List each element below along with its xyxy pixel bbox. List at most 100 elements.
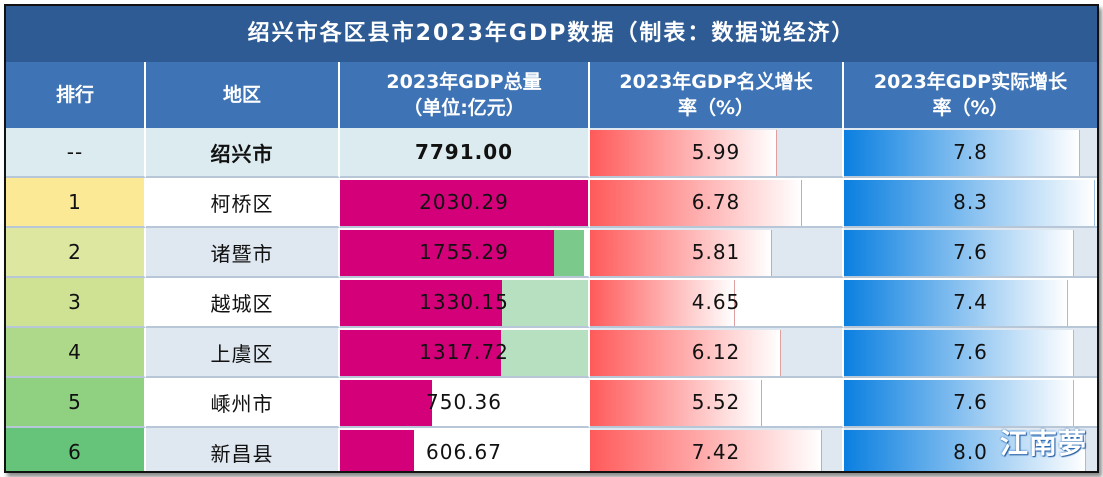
rank-cell: 3 (6, 278, 146, 328)
region-cell: 绍兴市 (146, 128, 340, 178)
real-growth-value: 8.0 (953, 440, 988, 464)
region-cell: 诸暨市 (146, 228, 340, 278)
header-real: 2023年GDP实际增长 率（%） (844, 62, 1097, 128)
gdp-bar-background (501, 330, 588, 376)
gdp-value: 7791.00 (414, 140, 514, 164)
rank-value: 6 (68, 440, 82, 464)
header-real-line2: 率（%） (932, 97, 1009, 119)
gdp-cell: 750.36 (340, 378, 590, 428)
gdp-cell: 1317.72 (340, 328, 590, 378)
real-growth-value: 8.3 (953, 190, 988, 214)
gdp-cell: 7791.00 (340, 128, 590, 178)
nominal-growth-cell: 6.78 (590, 178, 844, 228)
nominal-growth-cell: 7.42 (590, 428, 844, 471)
gdp-cell: 1755.29 (340, 228, 590, 278)
region-name: 新昌县 (210, 441, 274, 466)
rank-value: 3 (68, 290, 82, 314)
rank-cell: -- (6, 128, 146, 178)
nominal-growth-cell: 6.12 (590, 328, 844, 378)
header-region-label: 地区 (222, 84, 261, 106)
rank-cell: 4 (6, 328, 146, 378)
region-name: 诸暨市 (210, 241, 274, 266)
header-region: 地区 (146, 62, 340, 128)
gdp-bar (340, 180, 588, 226)
real-growth-cell: 8.3 (844, 178, 1097, 228)
rank-value: -- (66, 140, 84, 164)
table-title: 绍兴市各区县市2023年GDP数据（制表：数据说经济） (6, 6, 1097, 62)
real-growth-bar (844, 130, 1080, 176)
gdp-bar-background (502, 280, 588, 326)
real-growth-bar (844, 380, 1074, 426)
nominal-growth-value: 7.42 (691, 440, 741, 464)
gdp-value: 606.67 (426, 440, 502, 464)
real-growth-cell: 7.8 (844, 128, 1097, 178)
real-growth-cell: 8.0 (844, 428, 1097, 471)
real-growth-bar (844, 180, 1095, 226)
header-gdp-line2: （单位:亿元） (403, 97, 525, 119)
gdp-value: 1317.72 (419, 340, 509, 364)
region-name: 绍兴市 (210, 141, 274, 166)
rank-value: 5 (68, 390, 82, 414)
rank-cell: 2 (6, 228, 146, 278)
region-cell: 越城区 (146, 278, 340, 328)
gdp-value: 1755.29 (419, 240, 509, 264)
nominal-growth-bar (590, 380, 762, 426)
nominal-growth-bar (590, 430, 822, 471)
region-name: 柯桥区 (210, 191, 274, 216)
real-growth-value: 7.6 (953, 240, 988, 264)
table-row: 1 柯桥区 2030.29 6.78 8.3 (6, 178, 1097, 228)
gdp-value: 2030.29 (419, 190, 509, 214)
header-gdp-line1: 2023年GDP总量 (386, 71, 542, 93)
gdp-bar (340, 280, 502, 326)
real-growth-value: 7.6 (953, 390, 988, 414)
real-growth-value: 7.8 (953, 140, 988, 164)
nominal-growth-bar (590, 230, 772, 276)
gdp-value: 750.36 (426, 390, 502, 414)
table-row: 4 上虞区 1317.72 6.12 7.6 (6, 328, 1097, 378)
nominal-growth-bar (590, 180, 802, 226)
rank-value: 4 (68, 340, 82, 364)
gdp-bar (340, 330, 501, 376)
header-nominal-line2: 率（%） (677, 97, 755, 119)
table-row: 5 嵊州市 750.36 5.52 7.6 (6, 378, 1097, 428)
nominal-growth-value: 5.99 (691, 140, 741, 164)
nominal-growth-value: 5.52 (691, 390, 741, 414)
header-rank-label: 排行 (55, 84, 94, 106)
nominal-growth-value: 6.12 (691, 340, 741, 364)
real-growth-cell: 7.6 (844, 328, 1097, 378)
region-name: 上虞区 (210, 341, 274, 366)
region-cell: 上虞区 (146, 328, 340, 378)
region-name: 越城区 (210, 291, 274, 316)
real-growth-value: 7.6 (953, 340, 988, 364)
gdp-bar (340, 230, 554, 276)
gdp-bar (340, 430, 414, 471)
region-cell: 嵊州市 (146, 378, 340, 428)
nominal-growth-cell: 5.52 (590, 378, 844, 428)
table-row: 6 新昌县 606.67 7.42 8.0 (6, 428, 1097, 471)
header-nominal-line1: 2023年GDP名义增长 (619, 71, 813, 93)
header-nominal: 2023年GDP名义增长 率（%） (590, 62, 844, 128)
gdp-cell: 606.67 (340, 428, 590, 471)
real-growth-cell: 7.4 (844, 278, 1097, 328)
rank-cell: 5 (6, 378, 146, 428)
gdp-cell: 2030.29 (340, 178, 590, 228)
rank-value: 2 (68, 240, 82, 264)
gdp-bar (340, 380, 432, 426)
nominal-growth-bar (590, 130, 777, 176)
nominal-growth-bar (590, 330, 781, 376)
rank-cell: 1 (6, 178, 146, 228)
gdp-value: 1330.15 (419, 290, 509, 314)
header-rank: 排行 (6, 62, 146, 128)
real-growth-bar (844, 280, 1068, 326)
nominal-growth-cell: 4.65 (590, 278, 844, 328)
real-growth-cell: 7.6 (844, 228, 1097, 278)
rank-value: 1 (68, 190, 82, 214)
nominal-growth-value: 4.65 (691, 290, 741, 314)
nominal-growth-cell: 5.99 (590, 128, 844, 178)
table-row: 2 诸暨市 1755.29 5.81 7.6 (6, 228, 1097, 278)
rank-cell: 6 (6, 428, 146, 471)
gdp-bar-background (554, 230, 584, 276)
region-name: 嵊州市 (210, 391, 274, 416)
nominal-growth-value: 5.81 (691, 240, 741, 264)
real-growth-bar (844, 430, 1086, 471)
